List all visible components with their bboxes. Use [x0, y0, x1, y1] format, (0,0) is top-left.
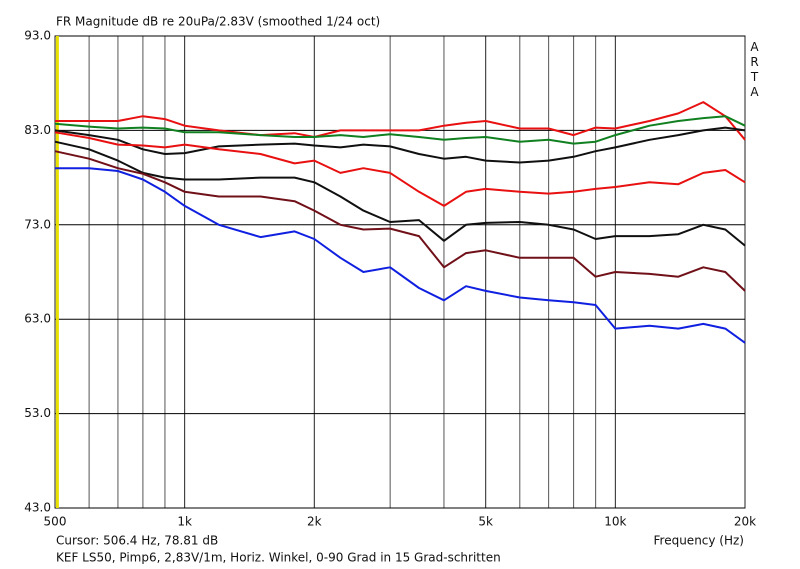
x-tick-label: 500 [44, 515, 67, 529]
series-line [55, 167, 746, 344]
y-tick-label: 73.0 [24, 217, 51, 231]
x-axis-label: Frequency (Hz) [654, 534, 745, 548]
chart-title: FR Magnitude dB re 20uPa/2.83V (smoothed… [56, 15, 380, 29]
series-line [54, 131, 746, 207]
x-tick-label: 2k [307, 515, 322, 529]
caption: KEF LS50, Pimp6, 2,83V/1m, Horiz. Winkel… [56, 551, 501, 565]
x-tick-label: 10k [604, 515, 626, 529]
series-line [54, 140, 746, 247]
series-line [54, 126, 746, 164]
x-tick-label: 20k [734, 515, 756, 529]
y-tick-label: 63.0 [24, 312, 51, 326]
cursor-readout: Cursor: 506.4 Hz, 78.81 dB [56, 534, 218, 548]
y-tick-label: 43.0 [24, 501, 51, 515]
series-line [55, 101, 746, 141]
series-line [54, 150, 746, 292]
brand: ARTA [748, 40, 762, 100]
series-line [54, 115, 746, 145]
plot-area [54, 35, 746, 509]
x-tick-label: 5k [478, 515, 493, 529]
y-tick-label: 53.0 [24, 406, 51, 420]
x-tick-label: 1k [177, 515, 192, 529]
y-tick-label: 93.0 [24, 29, 51, 43]
y-tick-label: 83.0 [24, 123, 51, 137]
